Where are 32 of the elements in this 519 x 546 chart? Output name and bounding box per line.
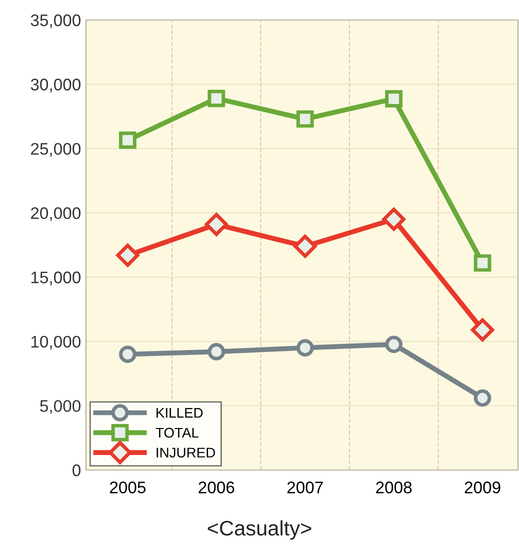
x-tick-label: 2008 [376, 482, 412, 494]
x-tick-label: 2009 [464, 482, 500, 494]
point [474, 389, 492, 407]
y-tick-label: 5,000 [40, 400, 80, 414]
point [119, 132, 136, 149]
point [296, 339, 314, 357]
legend-label: KILLED [156, 408, 203, 418]
point [208, 90, 226, 108]
point [119, 346, 136, 363]
point [296, 110, 314, 128]
x-tick-label: 2005 [110, 482, 146, 494]
point [204, 212, 228, 236]
y-tick-label: 25,000 [31, 142, 80, 157]
y-tick-label: 35,000 [30, 14, 80, 28]
point [474, 254, 492, 272]
point [385, 336, 402, 354]
point [470, 318, 494, 342]
y-tick-label: 0 [72, 464, 80, 476]
y-tick-label: 30,000 [30, 78, 80, 92]
x-tick-label: 2006 [198, 482, 234, 494]
y-tick-label: 10,000 [31, 336, 80, 350]
legend-label: TOTAL [156, 428, 198, 438]
text: <Casualty> [208, 520, 312, 540]
point [116, 244, 140, 267]
point [208, 343, 226, 360]
legend-label: INJURED [156, 448, 215, 458]
y-tick-label: 20,000 [31, 207, 80, 222]
point [382, 208, 406, 231]
y-tick-label: 15,000 [31, 272, 80, 286]
point [294, 234, 317, 258]
x-tick-label: 2007 [287, 482, 323, 494]
point [385, 90, 402, 108]
